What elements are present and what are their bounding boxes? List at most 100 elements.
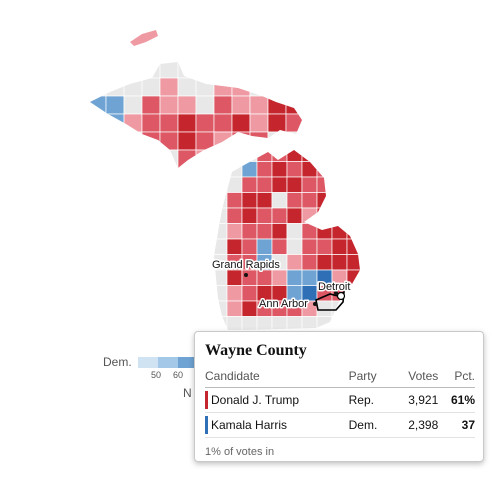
county-tile [226, 300, 243, 317]
county-tile [105, 149, 125, 168]
legend-tick-50: 50 [151, 370, 162, 380]
county-tile [241, 192, 258, 209]
results-table: Candidate Party Votes Pct. Donald J. Tru… [205, 367, 475, 438]
county-tile [177, 149, 197, 168]
county-tile [346, 238, 360, 255]
candidate-party: Rep. [348, 387, 393, 413]
county-tile [331, 254, 348, 271]
county-tile [316, 223, 333, 240]
county-tile [123, 131, 143, 151]
county-tile [286, 207, 303, 224]
county-tile [159, 131, 179, 151]
county-tile [141, 77, 161, 97]
county-tile [301, 161, 318, 178]
city-markers: Grand Rapids Detroit Ann Arbor [211, 258, 352, 312]
county-tile [286, 150, 303, 162]
county-tile [301, 238, 318, 255]
county-tile [214, 223, 228, 240]
county-tile [286, 192, 303, 209]
county-tile [249, 77, 269, 97]
county-tile [214, 150, 228, 162]
candidate-name: Donald J. Trump [211, 393, 300, 407]
county-tile [346, 161, 360, 178]
county-tile [346, 316, 360, 330]
ann-arbor-dot [313, 302, 317, 306]
county-tile [123, 95, 143, 115]
candidate-pct: 37 [438, 412, 475, 438]
county-tile [267, 113, 287, 133]
county-tile [286, 223, 303, 240]
detroit-dot [334, 291, 338, 295]
county-tile [241, 223, 258, 240]
grand-rapids-dot [244, 273, 248, 277]
county-tile [214, 161, 228, 178]
county-tile [331, 238, 348, 255]
county-tile [331, 223, 348, 240]
county-tile [141, 95, 161, 115]
county-tile [195, 95, 215, 115]
county-tile [316, 192, 333, 209]
county-tile [141, 62, 161, 79]
candidate-votes: 3,921 [392, 387, 439, 413]
county-tile [123, 113, 143, 133]
county-tile [271, 238, 288, 255]
county-tile [331, 176, 348, 193]
county-tile [301, 176, 318, 193]
votes-reporting-note: 1% of votes in [205, 446, 275, 458]
county-tile [105, 62, 125, 79]
county-tile [256, 150, 273, 162]
county-tile [267, 62, 287, 79]
county-tile [256, 207, 273, 224]
county-tile [346, 176, 360, 193]
county-tile [90, 95, 107, 115]
county-tile [213, 77, 233, 97]
county-tile [271, 176, 288, 193]
county-tile [123, 149, 143, 168]
county-tile [214, 316, 228, 330]
county-tile [316, 207, 333, 224]
county-tile [231, 131, 251, 151]
city-label-ann-arbor: Ann Arbor [259, 298, 308, 310]
county-tile [271, 161, 288, 178]
county-tile [286, 161, 303, 178]
county-tile [316, 254, 333, 271]
county-tile [177, 113, 197, 133]
party-color-bar [205, 391, 208, 409]
county-tile [214, 207, 228, 224]
party-color-bar [205, 416, 208, 434]
county-tile [256, 192, 273, 209]
county-tile [301, 223, 318, 240]
county-tile [301, 254, 318, 271]
county-tile [90, 131, 107, 151]
county-tile [256, 223, 273, 240]
county-tile [285, 95, 302, 115]
candidate-row: Donald J. Trump Rep. 3,921 61% [205, 387, 475, 413]
county-tile [316, 238, 333, 255]
county-tile [214, 269, 228, 286]
county-tile [226, 176, 243, 193]
legend-swatch [158, 357, 178, 368]
wayne-county-outline[interactable] [315, 290, 346, 311]
county-tile [226, 223, 243, 240]
county-tile [267, 131, 287, 151]
candidate-party: Dem. [348, 412, 393, 438]
county-tile [346, 207, 360, 224]
county-tile [214, 176, 228, 193]
county-tile [249, 113, 269, 133]
city-label-grand-rapids: Grand Rapids [212, 259, 280, 271]
county-tile [285, 113, 302, 133]
county-tile [285, 62, 302, 79]
county-tile [159, 77, 179, 97]
county-tile [286, 269, 303, 286]
candidate-pct: 61% [438, 387, 475, 413]
county-tile [226, 161, 243, 178]
county-tile [226, 207, 243, 224]
county-tile [256, 161, 273, 178]
county-tile [231, 113, 251, 133]
county-tile [241, 176, 258, 193]
county-tile [195, 62, 215, 79]
county-tile [286, 176, 303, 193]
county-tile [231, 62, 251, 79]
county-tile [159, 149, 179, 168]
